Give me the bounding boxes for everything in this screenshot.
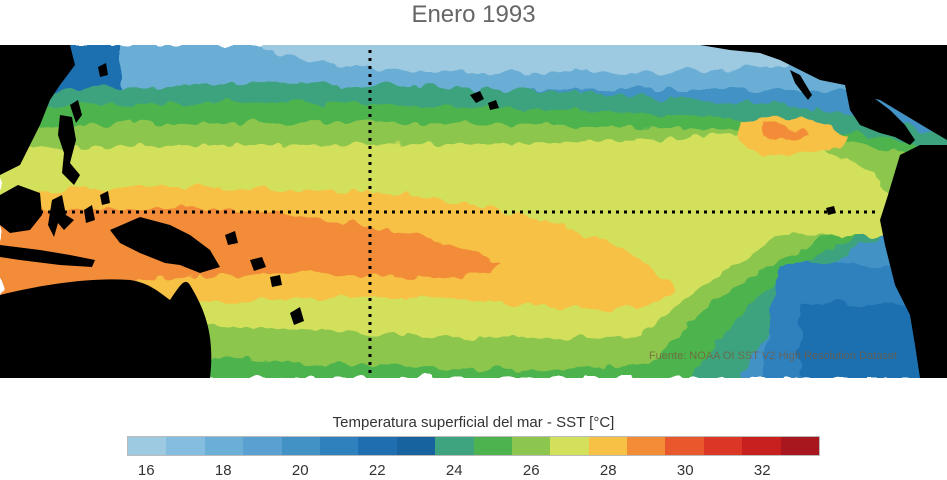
land-island	[70, 100, 82, 123]
colorbar-swatch	[358, 437, 397, 455]
land-island	[84, 205, 95, 223]
colorbar-swatch	[281, 437, 320, 455]
land-baja	[790, 70, 812, 100]
colorbar-swatch	[511, 437, 551, 455]
colorbar-swatch	[128, 437, 167, 455]
colorbar-swatch	[204, 437, 244, 455]
colorbar-swatch	[550, 437, 589, 455]
colorbar-swatch	[588, 437, 628, 455]
colorbar-tick-label: 18	[214, 462, 232, 479]
land-australia	[0, 279, 212, 378]
land-north-america	[700, 45, 947, 140]
colorbar-swatch	[627, 437, 666, 455]
land-new-guinea	[110, 217, 220, 273]
colorbar-tick-label: 20	[291, 462, 309, 479]
colorbar-swatch	[319, 437, 359, 455]
colorbar-tick-label: 30	[676, 462, 694, 479]
land-island	[290, 307, 304, 325]
colorbar-swatch	[166, 437, 205, 455]
colorbar-swatch	[742, 437, 781, 455]
colorbar-tick-label: 28	[599, 462, 617, 479]
map-title: Enero 1993	[411, 1, 536, 28]
guide-lines	[0, 50, 880, 378]
land-asia	[0, 45, 75, 175]
land-philippines	[58, 115, 80, 185]
colorbar-tick-label: 16	[137, 462, 155, 479]
colorbar	[127, 436, 820, 456]
colorbar-tick-label: 24	[445, 462, 463, 479]
land-masses	[0, 45, 947, 378]
colorbar-swatch	[780, 437, 820, 455]
land-island	[250, 257, 266, 271]
land-hawaii	[470, 91, 484, 103]
colorbar-tick-label: 26	[522, 462, 540, 479]
colorbar-swatch	[243, 437, 282, 455]
colorbar-swatch	[703, 437, 743, 455]
colorbar-swatch	[396, 437, 436, 455]
land-island	[270, 275, 282, 287]
land-caribbean	[905, 99, 928, 105]
colorbar-swatch	[473, 437, 512, 455]
land-borneo	[0, 185, 42, 233]
land-java	[0, 245, 95, 267]
land-south-america	[880, 145, 947, 378]
colorbar-swatch	[435, 437, 474, 455]
source-credit: Fuente: NOAA OI SST V2 High Resolution D…	[648, 350, 897, 362]
sst-map	[0, 45, 947, 378]
land-island	[100, 191, 110, 205]
land-hawaii	[488, 100, 499, 110]
land-island	[98, 63, 108, 77]
land-central-america	[845, 85, 915, 145]
land-caribbean	[860, 87, 900, 95]
land-sulawesi	[48, 195, 74, 237]
colorbar-swatch	[665, 437, 704, 455]
land-island	[225, 231, 238, 245]
colorbar-ticks: 16 18 20 22 24 26 28 30 32	[127, 462, 820, 480]
sst-map-svg	[0, 45, 947, 378]
colorbar-tick-label: 32	[753, 462, 771, 479]
colorbar-tick-label: 22	[368, 462, 386, 479]
colorbar-title: Temperatura superficial del mar - SST [°…	[332, 414, 615, 431]
